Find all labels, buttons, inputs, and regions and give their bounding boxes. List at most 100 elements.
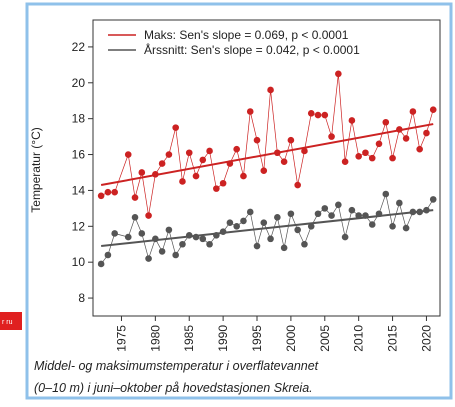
point bbox=[368, 154, 376, 162]
point bbox=[335, 201, 342, 209]
point bbox=[124, 151, 132, 158]
point bbox=[219, 228, 227, 235]
point bbox=[253, 242, 261, 250]
point bbox=[253, 136, 261, 144]
y-tick-label: 12 bbox=[72, 219, 86, 233]
point bbox=[294, 226, 301, 234]
point bbox=[260, 219, 268, 227]
point bbox=[429, 106, 437, 113]
point bbox=[267, 235, 274, 243]
point bbox=[158, 248, 166, 255]
x-tick-label: 1995 bbox=[250, 325, 264, 352]
point bbox=[362, 149, 369, 157]
point bbox=[213, 185, 220, 192]
y-tick-label: 20 bbox=[72, 76, 86, 90]
x-tick-label: 1990 bbox=[216, 325, 230, 352]
point bbox=[375, 210, 383, 218]
legend-label: Årssnitt: Sen's slope = 0.042, p < 0.000… bbox=[144, 42, 360, 57]
point bbox=[185, 231, 193, 239]
point bbox=[341, 233, 349, 241]
point bbox=[301, 147, 308, 155]
point bbox=[226, 160, 234, 167]
point bbox=[348, 117, 356, 124]
point bbox=[179, 240, 186, 248]
point bbox=[240, 217, 247, 225]
point bbox=[226, 219, 234, 227]
point bbox=[165, 226, 173, 234]
point bbox=[416, 145, 423, 153]
point bbox=[246, 108, 254, 115]
point bbox=[152, 235, 159, 243]
point bbox=[280, 244, 288, 252]
point bbox=[97, 192, 105, 200]
side-label[interactable]: r ru bbox=[2, 319, 13, 326]
point bbox=[233, 145, 240, 153]
point bbox=[423, 206, 430, 214]
point bbox=[104, 251, 112, 259]
caption: Middel- og maksimumstemperatur i overfla… bbox=[34, 359, 319, 373]
x-tick-label: 1980 bbox=[148, 325, 162, 352]
point bbox=[138, 169, 146, 176]
point bbox=[124, 233, 132, 241]
y-tick-label: 18 bbox=[72, 112, 86, 126]
point bbox=[152, 170, 159, 178]
point bbox=[362, 212, 369, 219]
side-button[interactable] bbox=[0, 312, 22, 330]
point bbox=[307, 223, 315, 230]
point bbox=[321, 205, 329, 212]
point bbox=[145, 212, 152, 219]
legend-label: Maks: Sen's slope = 0.069, p < 0.0001 bbox=[144, 28, 349, 42]
point bbox=[280, 158, 288, 166]
point bbox=[131, 214, 139, 221]
x-tick-label: 1975 bbox=[114, 325, 128, 352]
point bbox=[389, 154, 396, 162]
y-tick-label: 10 bbox=[72, 255, 86, 269]
point bbox=[314, 111, 322, 119]
point bbox=[335, 70, 342, 78]
point bbox=[287, 136, 295, 144]
point bbox=[267, 86, 274, 94]
point bbox=[389, 223, 396, 230]
point bbox=[172, 251, 179, 259]
point bbox=[294, 181, 301, 189]
x-tick-label: 2010 bbox=[352, 325, 366, 352]
point bbox=[206, 240, 213, 248]
point bbox=[416, 208, 423, 216]
point bbox=[382, 118, 390, 126]
x-tick-label: 2020 bbox=[419, 325, 433, 352]
point bbox=[158, 160, 166, 167]
point bbox=[199, 235, 207, 243]
point bbox=[165, 151, 173, 158]
point bbox=[382, 190, 390, 198]
point bbox=[409, 108, 417, 115]
point bbox=[368, 221, 376, 228]
y-tick-label: 8 bbox=[78, 291, 85, 305]
point bbox=[172, 124, 179, 131]
point bbox=[301, 240, 308, 248]
point bbox=[402, 135, 410, 142]
y-tick-label: 16 bbox=[72, 148, 86, 162]
plot-box bbox=[92, 19, 441, 317]
x-tick-label: 2000 bbox=[284, 325, 298, 352]
point bbox=[314, 210, 322, 218]
point bbox=[402, 224, 410, 232]
point bbox=[260, 167, 268, 174]
point bbox=[97, 260, 105, 268]
point bbox=[287, 210, 295, 218]
point bbox=[341, 158, 349, 166]
point bbox=[355, 212, 362, 219]
y-tick-label: 14 bbox=[72, 183, 86, 197]
x-tick-label: 1985 bbox=[182, 325, 196, 352]
point bbox=[206, 147, 213, 155]
point bbox=[274, 214, 281, 221]
point bbox=[240, 172, 247, 180]
point bbox=[111, 188, 118, 196]
point bbox=[233, 223, 240, 230]
y-tick-label: 22 bbox=[72, 40, 86, 54]
point bbox=[192, 233, 200, 241]
point bbox=[396, 199, 403, 207]
y-axis-label: Temperatur (°C) bbox=[29, 127, 43, 212]
point bbox=[375, 140, 383, 148]
